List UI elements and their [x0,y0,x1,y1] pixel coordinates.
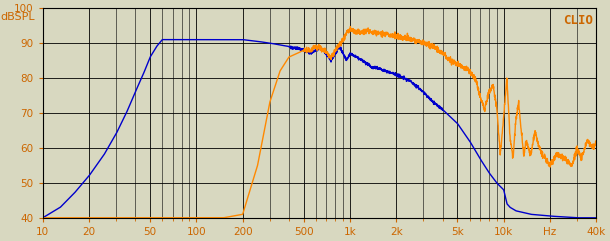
Text: CLIO: CLIO [564,14,594,27]
Y-axis label: dBSPL: dBSPL [1,12,35,22]
